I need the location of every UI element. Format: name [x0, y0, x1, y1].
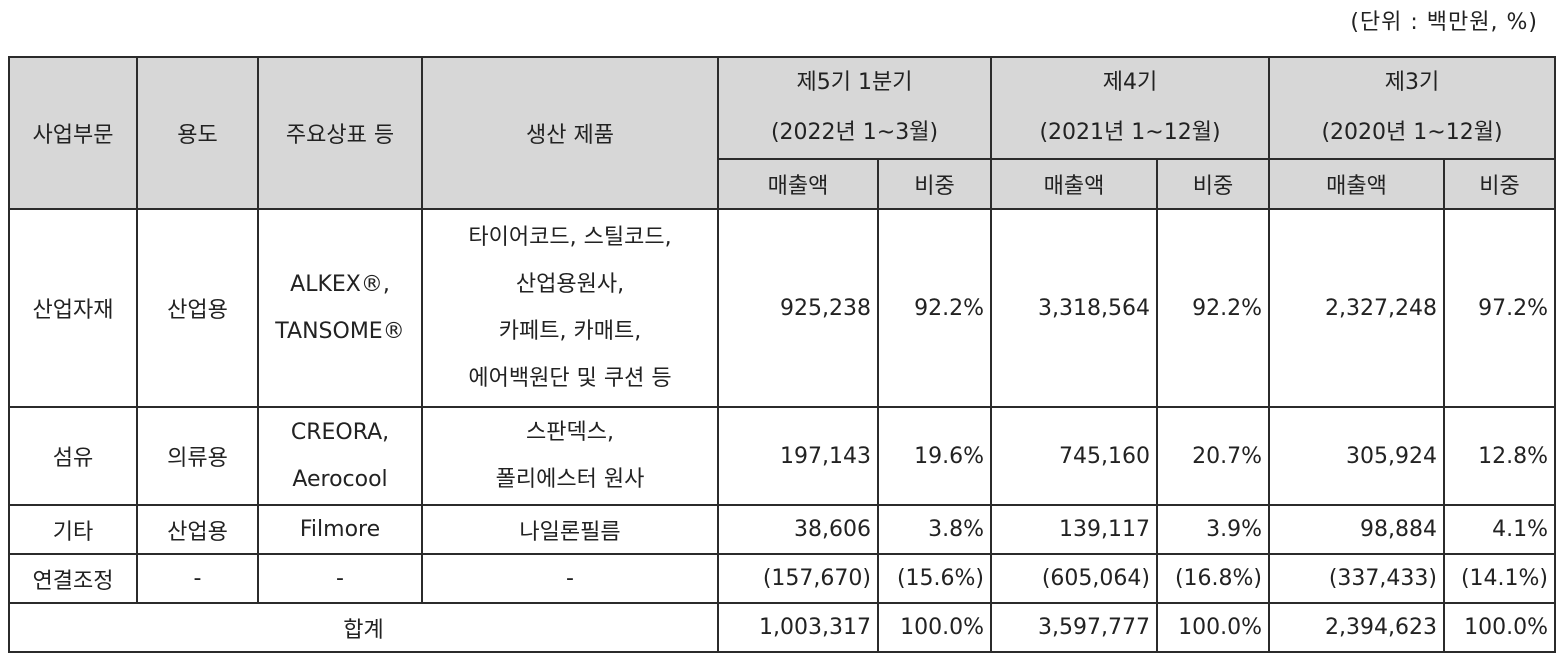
header-period-q1-2022: 제5기 1분기 (2022년 1~3월) — [717, 56, 992, 160]
sales-cell: 745,160 — [990, 406, 1158, 506]
segment-cell: 기타 — [8, 504, 138, 555]
header-sales: 매출액 — [717, 158, 879, 210]
product-line: 에어백원단 및 쿠션 등 — [468, 366, 672, 391]
total-share-cell: 100.0% — [1443, 602, 1556, 653]
total-label: 합계 — [8, 602, 719, 653]
total-sales-cell: 2,394,623 — [1268, 602, 1445, 653]
usage-cell: 의류용 — [136, 406, 259, 506]
table-row-total: 합계 1,003,317 100.0% 3,597,777 100.0% 2,3… — [8, 602, 1556, 653]
segment-cell: 산업자재 — [8, 208, 138, 408]
unit-note: (단위 : 백만원, %) — [1350, 10, 1538, 35]
header-period-2020: 제3기 (2020년 1~12월) — [1268, 56, 1556, 160]
sales-cell: 139,117 — [990, 504, 1158, 555]
brand-line: TANSOME® — [275, 319, 405, 344]
period-range: (2022년 1~3월) — [770, 120, 939, 145]
sales-cell: 98,884 — [1268, 504, 1445, 555]
sales-cell: 38,606 — [717, 504, 879, 555]
brand-cell: ALKEX®, TANSOME® — [257, 208, 423, 408]
share-cell: 12.8% — [1443, 406, 1556, 506]
period-name: 제4기 — [1102, 70, 1158, 95]
sales-cell: 2,327,248 — [1268, 208, 1445, 408]
total-sales-cell: 1,003,317 — [717, 602, 879, 653]
sales-cell: 3,318,564 — [990, 208, 1158, 408]
usage-cell: - — [136, 553, 259, 604]
total-share-cell: 100.0% — [1156, 602, 1270, 653]
brand-cell: CREORA, Aerocool — [257, 406, 423, 506]
usage-cell: 산업용 — [136, 208, 259, 408]
header-usage: 용도 — [136, 56, 259, 210]
header-sales: 매출액 — [990, 158, 1158, 210]
header-share: 비중 — [1443, 158, 1556, 210]
product-line: 산업용원사, — [515, 272, 625, 297]
brand-cell: - — [257, 553, 423, 604]
share-cell: 3.9% — [1156, 504, 1270, 555]
product-line: 타이어코드, 스틸코드, — [468, 225, 672, 250]
sales-table: 사업부문 용도 주요상표 등 생산 제품 제5기 1분기 (2022년 1~3월… — [8, 56, 1556, 653]
product-line: 폴리에스터 원사 — [495, 467, 645, 492]
header-segment: 사업부문 — [8, 56, 138, 210]
share-cell: (14.1%) — [1443, 553, 1556, 604]
sales-cell: 197,143 — [717, 406, 879, 506]
table-row-other: 기타 산업용 Filmore 나일론필름 38,606 3.8% 139,117… — [8, 504, 1556, 555]
product-line: 스판덱스, — [526, 420, 614, 445]
share-cell: 3.8% — [877, 504, 992, 555]
sales-cell: (337,433) — [1268, 553, 1445, 604]
table-row-fiber: 섬유 의류용 CREORA, Aerocool 스판덱스, 폴리에스터 원사 1… — [8, 406, 1556, 506]
total-share-cell: 100.0% — [877, 602, 992, 653]
share-cell: 92.2% — [877, 208, 992, 408]
products-cell: 스판덱스, 폴리에스터 원사 — [421, 406, 719, 506]
sales-cell: (605,064) — [990, 553, 1158, 604]
table-row-consolidation-adjustment: 연결조정 - - - (157,670) (15.6%) (605,064) (… — [8, 553, 1556, 604]
segment-cell: 섬유 — [8, 406, 138, 506]
products-cell: 타이어코드, 스틸코드, 산업용원사, 카페트, 카매트, 에어백원단 및 쿠션… — [421, 208, 719, 408]
brand-line: Aerocool — [292, 467, 388, 492]
total-sales-cell: 3,597,777 — [990, 602, 1158, 653]
header-products: 생산 제품 — [421, 56, 719, 210]
table-row-industrial: 산업자재 산업용 ALKEX®, TANSOME® 타이어코드, 스틸코드, 산… — [8, 208, 1556, 408]
brand-line: ALKEX®, — [290, 272, 390, 297]
header-brand: 주요상표 등 — [257, 56, 423, 210]
header-sales: 매출액 — [1268, 158, 1445, 210]
usage-cell: 산업용 — [136, 504, 259, 555]
header-share: 비중 — [1156, 158, 1270, 210]
product-line: 카페트, 카매트, — [498, 319, 642, 344]
brand-cell: Filmore — [257, 504, 423, 555]
products-cell: 나일론필름 — [421, 504, 719, 555]
share-cell: 92.2% — [1156, 208, 1270, 408]
period-name: 제3기 — [1384, 70, 1440, 95]
share-cell: 19.6% — [877, 406, 992, 506]
share-cell: 20.7% — [1156, 406, 1270, 506]
period-range: (2021년 1~12월) — [1039, 120, 1221, 145]
products-cell: - — [421, 553, 719, 604]
share-cell: (15.6%) — [877, 553, 992, 604]
period-name: 제5기 1분기 — [796, 70, 913, 95]
sales-cell: (157,670) — [717, 553, 879, 604]
sales-cell: 925,238 — [717, 208, 879, 408]
period-range: (2020년 1~12월) — [1321, 120, 1503, 145]
sales-cell: 305,924 — [1268, 406, 1445, 506]
segment-cell: 연결조정 — [8, 553, 138, 604]
header-period-2021: 제4기 (2021년 1~12월) — [990, 56, 1270, 160]
brand-line: CREORA, — [290, 420, 390, 445]
share-cell: 4.1% — [1443, 504, 1556, 555]
share-cell: 97.2% — [1443, 208, 1556, 408]
header-share: 비중 — [877, 158, 992, 210]
share-cell: (16.8%) — [1156, 553, 1270, 604]
